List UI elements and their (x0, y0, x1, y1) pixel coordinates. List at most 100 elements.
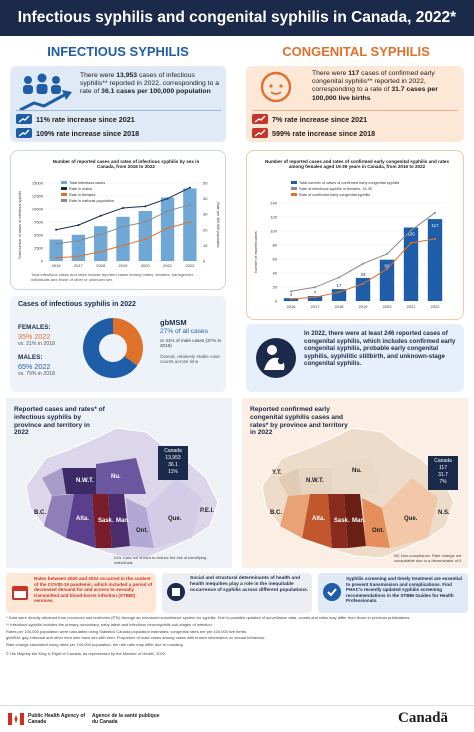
males-prev: vs. 79% in 2018 (18, 371, 55, 377)
trend-up-icon (16, 114, 32, 124)
bar (307, 296, 323, 301)
map-note: DOL Data not shown to reduce the risk of… (114, 555, 207, 565)
bar-value-label: 59 (385, 264, 390, 269)
phac-en: Public Health Agency of Canada (28, 713, 86, 725)
map-note: NC Non-compliance. Rate change not compu… (394, 553, 462, 563)
canada-label: Canada (434, 458, 452, 464)
trend-up-icon (252, 128, 268, 138)
donut-title: Cases of infectious syphilis in 2022 (18, 301, 136, 308)
point (338, 291, 340, 294)
gbmsm-label: gbMSM (160, 318, 187, 327)
label-nwt: N.W.T. (306, 478, 324, 484)
point (166, 197, 169, 200)
screening-icon (323, 583, 341, 601)
legend-label: Rate in females (69, 193, 95, 197)
point (144, 205, 147, 208)
label-bc: B.C. (270, 510, 282, 516)
label-man: Man. (352, 518, 366, 524)
x-tick-label: 2020 (383, 304, 393, 309)
y-tick-label: 20 (273, 285, 278, 290)
x-tick-label: 2022 (431, 304, 441, 309)
summary-prefix: There were (80, 72, 115, 79)
canada-map (25, 427, 219, 559)
bar-value-label: 117 (432, 223, 440, 228)
label-nu: Nu. (352, 468, 362, 474)
legend-label: Total infectious cases (69, 181, 105, 185)
covid-note: Rates between 2020 and 2022 occurred in … (34, 576, 153, 604)
legend-label: Rate of confirmed early congenital syphi… (299, 193, 370, 197)
point (99, 250, 102, 253)
y-tick-label: 40 (273, 271, 278, 276)
y-tick-label: 12500 (32, 194, 44, 199)
bar-value-label: 33 (361, 272, 366, 277)
point (314, 286, 316, 289)
bar-value-label: 7 (314, 290, 317, 295)
footnote-2: ** Infectious syphilis includes the prim… (6, 621, 213, 627)
label-alta: Alta. (312, 516, 326, 522)
congenital-heading: CONGENITAL SYPHILIS (282, 44, 430, 59)
y-tick-label: 5000 (34, 233, 44, 238)
label-yt: Y.T. (272, 470, 282, 476)
label-ont: Ont. (136, 528, 148, 534)
summary-cases: 13,953 (116, 72, 138, 79)
point (144, 238, 147, 241)
congenital-callout: In 2022, there were at least 246 reporte… (246, 324, 464, 392)
page-title: Infectious syphilis and congenital syphi… (0, 0, 474, 36)
males-label: MALES: (18, 354, 43, 361)
y-tick-label: 120 (270, 215, 277, 220)
canada-cases: 117 (439, 465, 447, 471)
y2-tick-label: 20 (203, 227, 208, 232)
point (290, 298, 292, 301)
point (166, 210, 169, 213)
copyright: © His Majesty the King in Right of Canad… (6, 650, 166, 656)
point (166, 227, 169, 230)
x-tick-label: 2016 (52, 263, 62, 268)
x-tick-label: 2018 (335, 304, 345, 309)
point (386, 252, 388, 255)
x-tick-label: 2017 (311, 304, 321, 309)
canada-rate: 36.1 (168, 462, 178, 468)
congenital-summary-box: There were 117 cases of confirmed early … (246, 66, 464, 142)
congenital-increase-2018: 599% rate increase since 2018 (272, 128, 376, 138)
x-tick-label: 2019 (119, 263, 129, 268)
footnote-4: gbMSM: gay, bisexual and other men who h… (6, 635, 266, 641)
legend-swatch (291, 187, 297, 190)
y-tick-label: 15000 (32, 181, 44, 186)
point (55, 242, 58, 245)
canada-rate: 31.7 (438, 472, 448, 478)
point (77, 239, 80, 242)
legend-label: Rate in males (69, 187, 92, 191)
legend-label: Total number of cases of confirmed early… (299, 181, 399, 185)
bar (94, 226, 108, 261)
label-nwt: N.W.T. (76, 478, 94, 484)
label-que: Que. (168, 516, 182, 522)
x-tick-label: 2017 (74, 263, 84, 268)
y2-tick-label: 10 (203, 243, 208, 248)
label-ns: N.S. (438, 510, 450, 516)
y-tick-label: 80 (273, 243, 278, 248)
legend-swatch (61, 187, 67, 190)
point (410, 241, 412, 244)
bar (183, 188, 197, 261)
point (77, 255, 80, 258)
trend-up-icon (16, 128, 32, 138)
point (188, 203, 191, 206)
x-tick-label: 2020 (141, 263, 151, 268)
equity-icon (167, 583, 185, 601)
footnote-3: Rates per 100,000 population were calcul… (6, 628, 248, 634)
canada-summary-box: Canada 117 31.7 7% (428, 456, 458, 490)
point (362, 282, 364, 285)
legend-swatch (61, 199, 67, 202)
bar-value-label: 105 (407, 232, 415, 237)
point (99, 233, 102, 236)
footer-logos: Public Health Agency of Canada Agence de… (0, 705, 474, 732)
point (55, 228, 58, 231)
y-tick-label: 0 (275, 299, 278, 304)
screening-note[interactable]: Syphilis screening and timely treatment … (346, 576, 462, 604)
gbmsm-note: Overall, relatively stable case counts a… (160, 354, 220, 365)
x-tick-label: 2022 (185, 263, 195, 268)
y2-tick-label: 0 (203, 259, 206, 264)
point (77, 224, 80, 227)
point (188, 186, 191, 189)
females-label: FEMALES: (18, 324, 51, 331)
